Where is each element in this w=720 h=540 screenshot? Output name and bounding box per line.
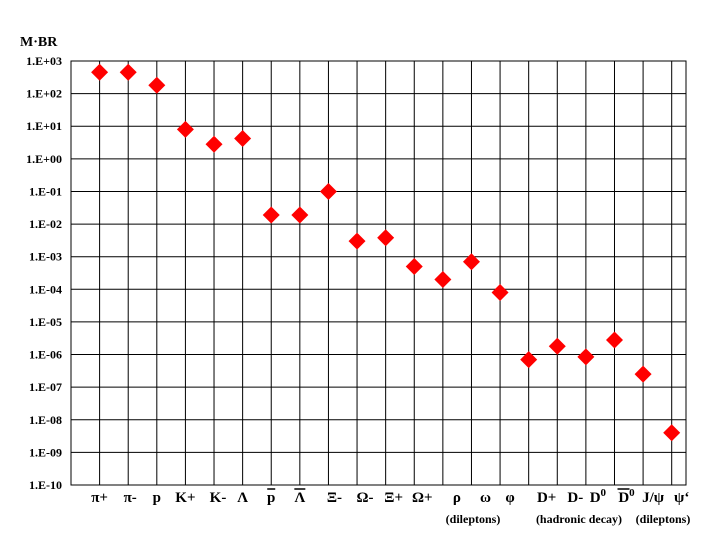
y-tick-label: 1.E-10	[29, 478, 62, 492]
data-point	[119, 63, 137, 81]
category-label: p	[267, 490, 275, 506]
data-point	[663, 424, 681, 442]
y-tick-label: 1.E-05	[29, 315, 62, 329]
annotation: (hadronic decay)	[536, 512, 622, 526]
category-label: D+	[537, 490, 556, 506]
data-point	[377, 229, 395, 247]
data-point	[462, 253, 480, 271]
y-tick-label: 1.E+03	[26, 54, 62, 68]
data-point	[405, 258, 423, 276]
category-label: D0	[618, 487, 635, 506]
category-label: D-	[567, 490, 583, 506]
annotations: (dileptons) (hadronic decay) (dileptons)	[446, 512, 691, 526]
y-tick-label: 1.E-08	[29, 413, 62, 427]
y-tick-label: 1.E-02	[29, 217, 62, 231]
data-point	[262, 206, 280, 224]
y-tick-label: 1.E-04	[29, 282, 62, 296]
y-tick-label: 1.E-01	[29, 184, 62, 198]
annotation: (dileptons)	[636, 512, 691, 526]
category-label: K+	[175, 490, 195, 506]
category-label: K-	[210, 490, 227, 506]
category-label: Ω+	[412, 490, 433, 506]
data-point	[548, 337, 566, 355]
category-label: ψ‘	[674, 490, 689, 506]
category-label: ρ	[453, 490, 461, 506]
data-point	[520, 351, 538, 369]
category-label: Λ	[294, 490, 305, 506]
data-point	[605, 331, 623, 349]
category-label: p	[153, 490, 161, 506]
annotation: (dileptons)	[446, 512, 501, 526]
data-point	[176, 120, 194, 138]
data-point	[577, 348, 595, 366]
y-tick-labels: 1.E-10 1.E-09 1.E-08 1.E-07 1.E-06 1.E-05 1.E-…	[26, 54, 62, 492]
y-axis-title: M·BR	[20, 35, 58, 50]
category-label: π+	[91, 490, 108, 506]
plot-area	[70, 60, 687, 486]
data-point	[348, 232, 366, 250]
category-label: φ	[505, 490, 514, 506]
category-label: Ω-	[357, 490, 374, 506]
y-tick-label: 1.E-07	[29, 380, 62, 394]
y-tick-label: 1.E-09	[29, 445, 62, 459]
category-label: Ξ+	[384, 490, 403, 506]
data-point	[234, 130, 252, 148]
grid	[70, 60, 687, 486]
data-point	[491, 283, 509, 301]
y-tick-label: 1.E-06	[29, 348, 62, 362]
category-label: D0	[590, 487, 607, 506]
data-point	[291, 206, 309, 224]
category-label: J/ψ	[642, 490, 665, 506]
y-tick-label: 1.E-03	[29, 250, 62, 264]
data-point	[91, 63, 109, 81]
data-point	[205, 135, 223, 153]
y-tick-label: 1.E+00	[26, 152, 62, 166]
y-tick-label: 1.E+01	[26, 119, 62, 133]
category-label: Λ	[237, 490, 248, 506]
category-label: ω	[480, 490, 491, 506]
category-label: π-	[124, 490, 137, 506]
data-markers	[91, 63, 681, 442]
data-point	[634, 365, 652, 383]
data-point	[434, 270, 452, 288]
category-label: Ξ-	[327, 490, 342, 506]
data-point	[319, 182, 337, 200]
data-point	[148, 76, 166, 94]
y-tick-label: 1.E+02	[26, 87, 62, 101]
